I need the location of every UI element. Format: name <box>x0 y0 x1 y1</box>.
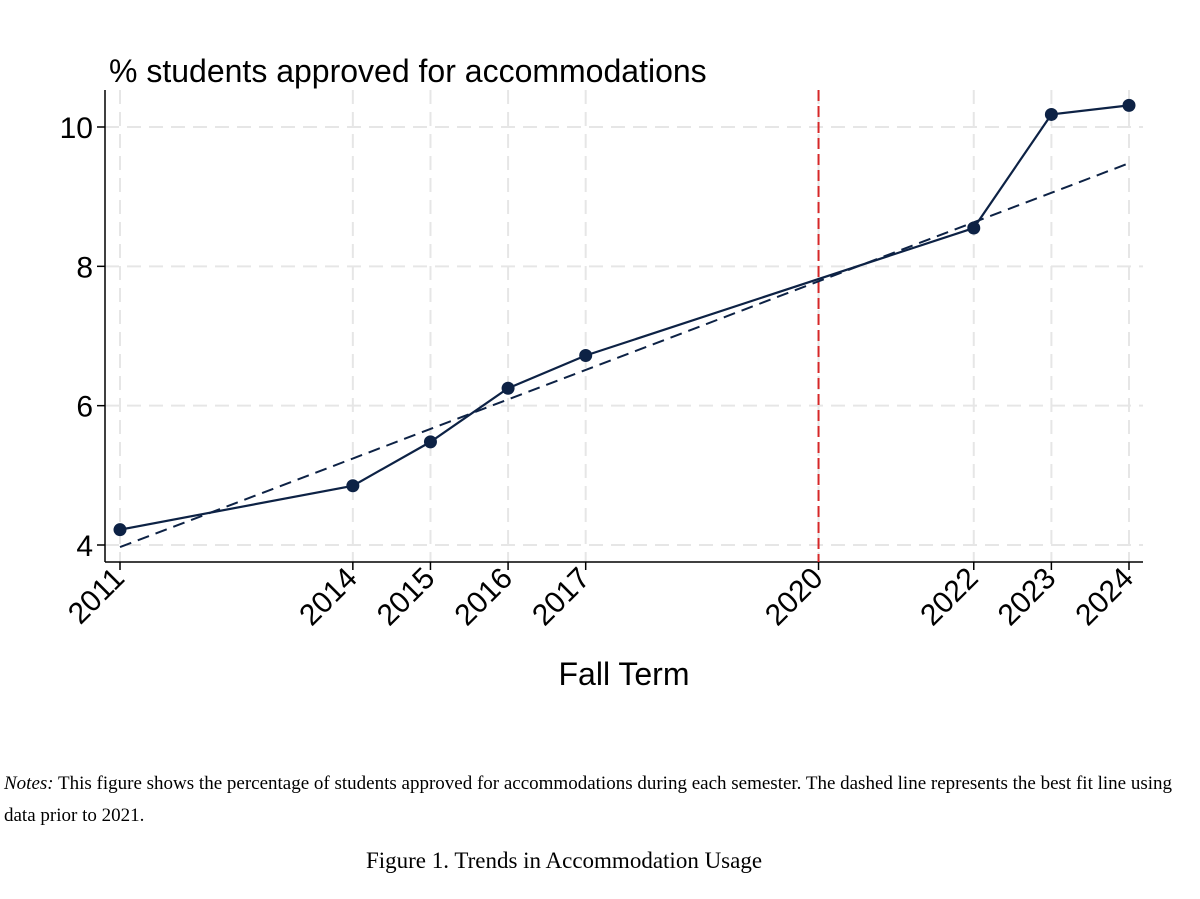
series-line <box>119 104 1130 531</box>
notes-label: Notes: <box>4 773 54 794</box>
x-tick-label: 2024 <box>1069 562 1140 633</box>
y-tick-label: 6 <box>76 391 93 424</box>
data-point <box>501 381 515 395</box>
x-tick-label: 2022 <box>914 562 985 633</box>
grid <box>105 90 1143 562</box>
x-tick-label: 2017 <box>526 562 597 633</box>
x-tick-label: 2023 <box>992 562 1063 633</box>
x-tick-label: 2020 <box>759 562 830 633</box>
data-point <box>967 221 981 235</box>
chart-title: % students approved for accommodations <box>109 53 707 89</box>
data-point <box>579 349 593 363</box>
x-axis-label: Fall Term <box>559 656 690 692</box>
x-tick-label: 2014 <box>293 562 364 633</box>
data-point <box>1122 98 1136 112</box>
x-tick-label: 2016 <box>448 562 519 633</box>
data-point <box>1044 107 1058 121</box>
x-tick-label: 2011 <box>62 562 131 631</box>
x-tick-label: 2015 <box>371 562 442 633</box>
y-tick-label: 4 <box>76 530 93 563</box>
axes: 4 6 8 10 2011 2014 2015 2016 2017 2020 2022 2023 202… <box>60 90 1143 632</box>
series-layer <box>113 90 1136 562</box>
y-tick-label: 10 <box>60 112 93 145</box>
figure-notes: Notes: This figure shows the percentage … <box>4 768 1194 832</box>
notes-text: This figure shows the percentage of stud… <box>4 773 1173 826</box>
fit-line <box>119 162 1130 549</box>
data-point <box>113 523 127 537</box>
data-point <box>423 435 437 449</box>
y-tick-label: 8 <box>76 251 93 284</box>
figure-caption: Figure 1. Trends in Accommodation Usage <box>365 848 763 873</box>
chart: % students approved for accommodations 4… <box>60 53 1143 692</box>
data-point <box>346 479 360 493</box>
